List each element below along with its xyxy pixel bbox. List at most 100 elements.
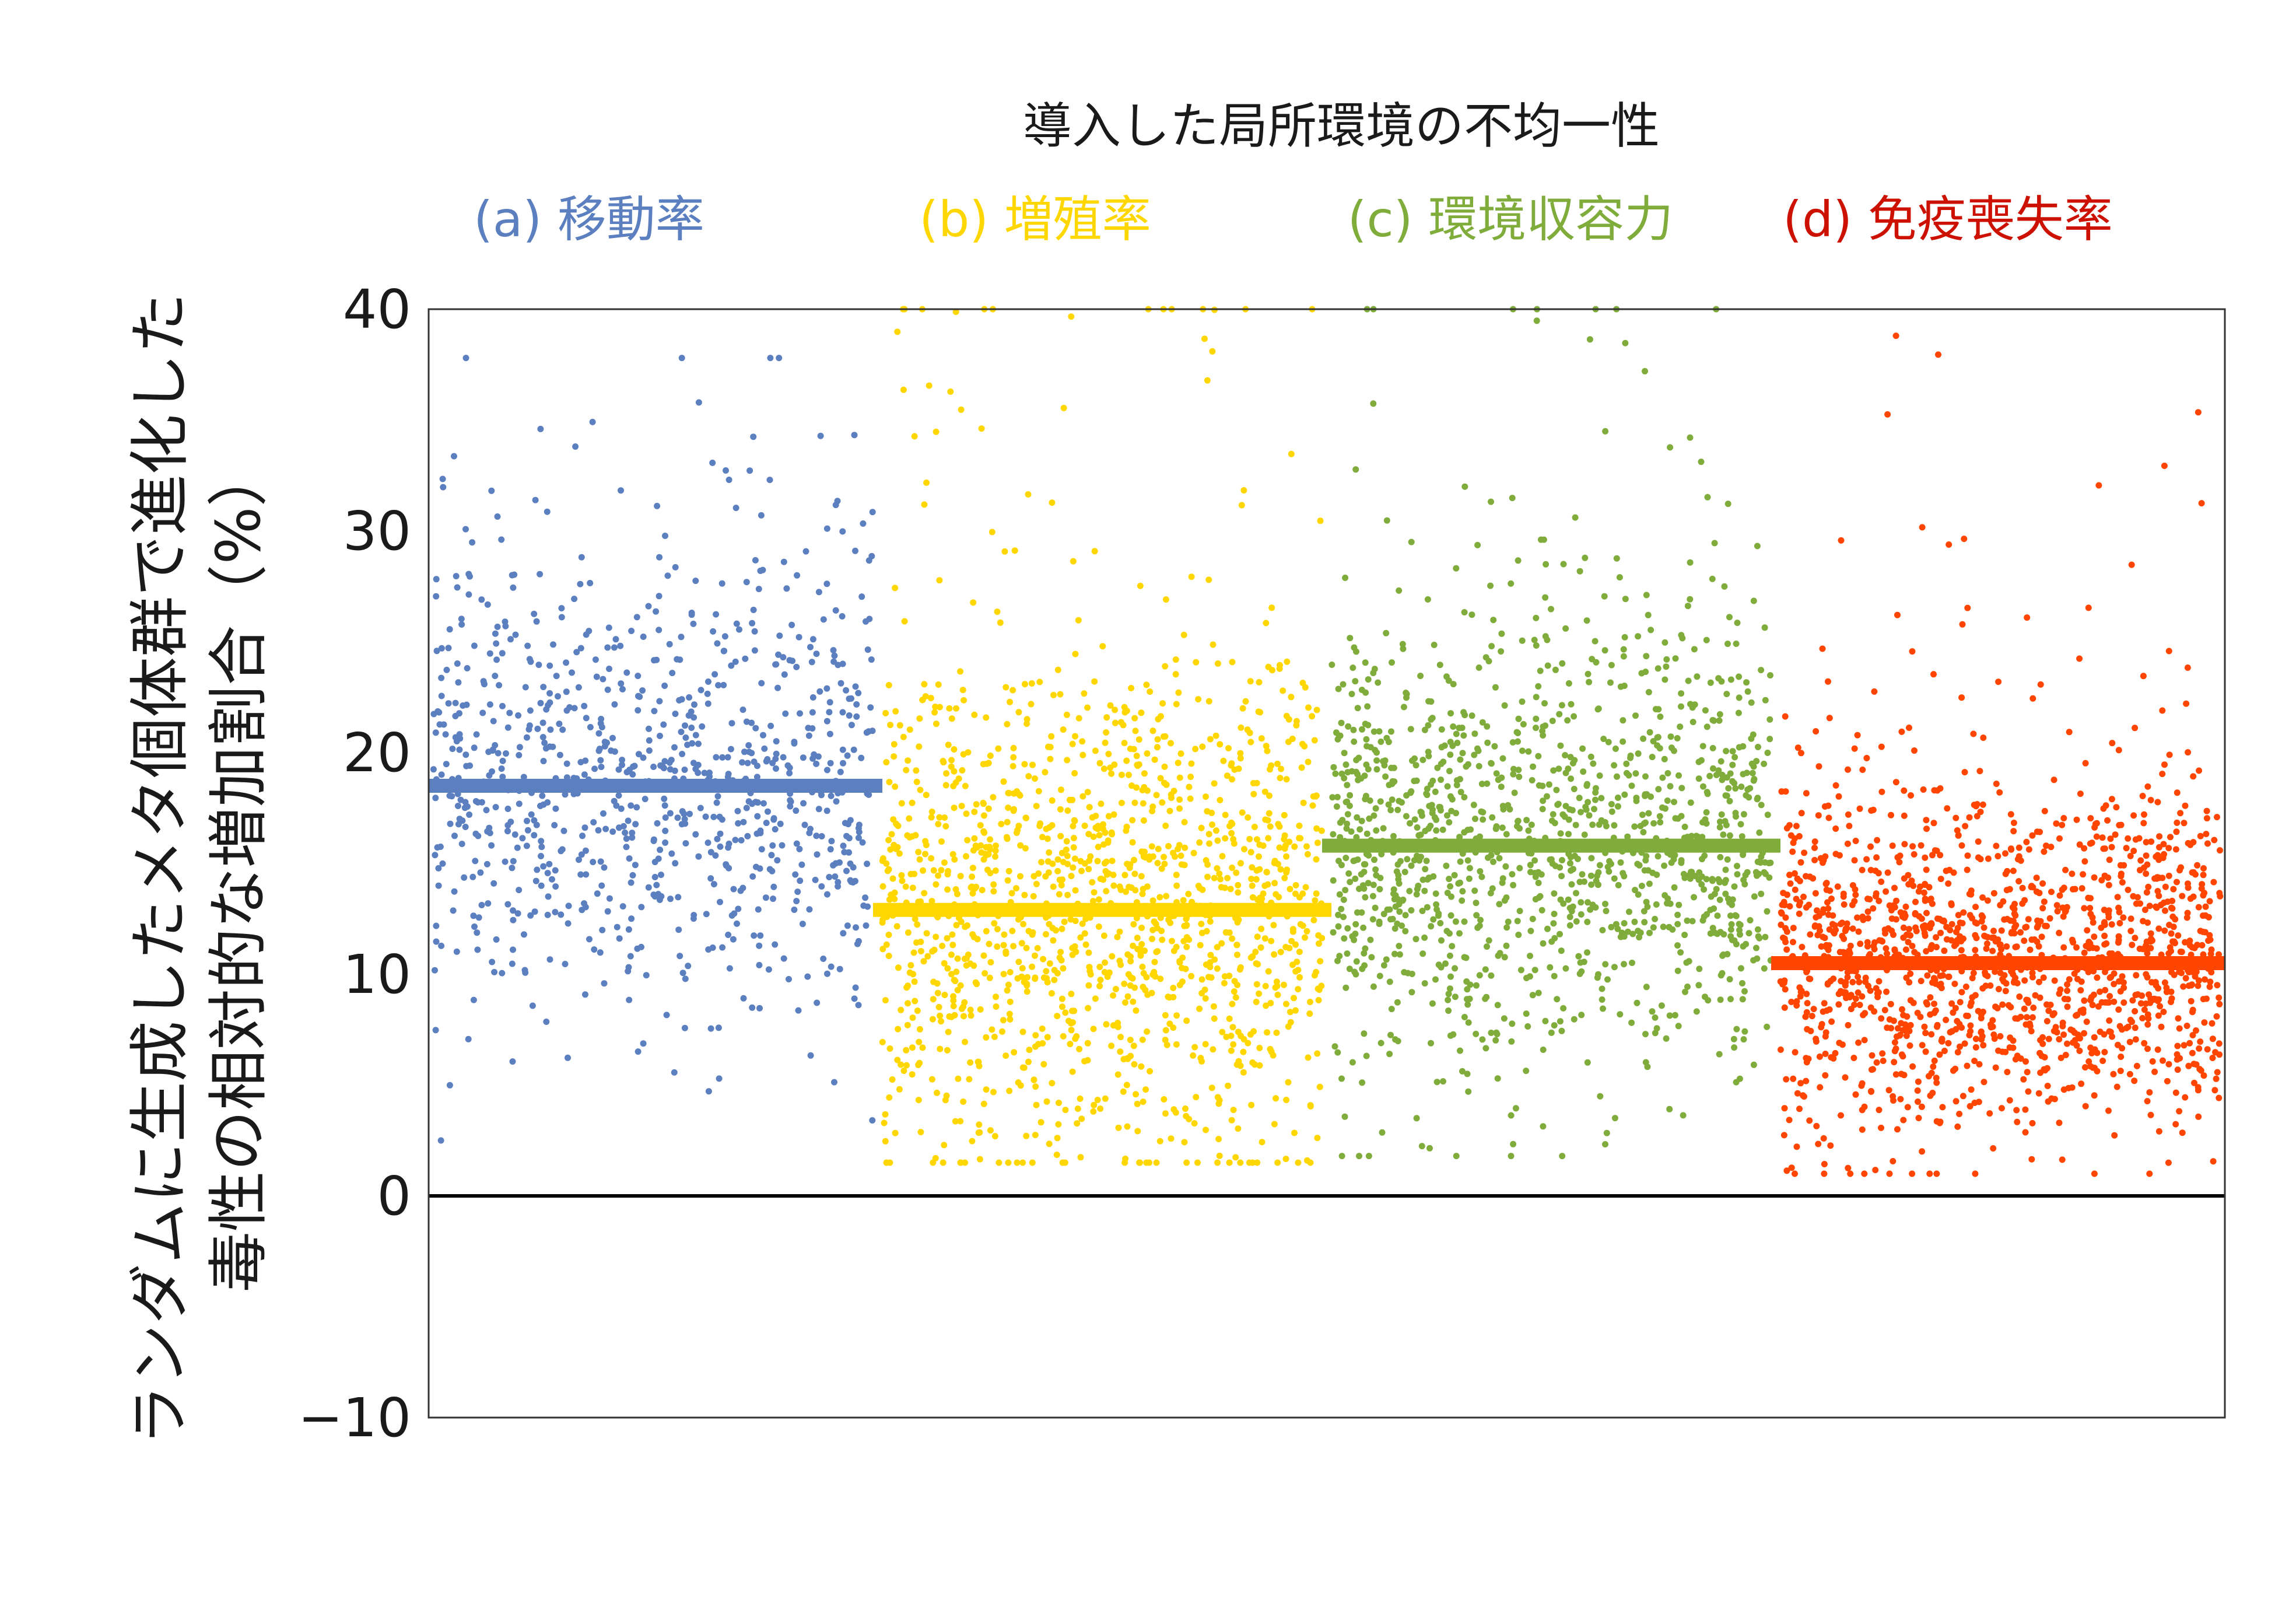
data-point	[2110, 1070, 2117, 1077]
data-point	[756, 961, 763, 968]
data-point	[1971, 1100, 1978, 1106]
data-point	[1496, 855, 1503, 862]
data-point	[1123, 823, 1130, 830]
data-point	[1039, 834, 1046, 841]
data-point	[959, 767, 966, 774]
data-point	[1081, 823, 1088, 829]
data-point	[623, 769, 630, 776]
data-point	[1984, 897, 1991, 904]
data-point	[794, 572, 801, 579]
data-point	[469, 873, 476, 880]
data-point	[1455, 880, 1462, 887]
data-point	[1931, 1000, 1937, 1007]
data-point	[1436, 803, 1443, 810]
data-point	[706, 773, 713, 780]
data-point	[1948, 1000, 1955, 1007]
data-point	[1053, 1152, 1060, 1158]
data-point	[2165, 950, 2172, 957]
data-point	[1048, 733, 1055, 740]
data-point	[1849, 925, 1856, 932]
data-point	[1063, 711, 1070, 718]
data-point	[957, 1118, 964, 1125]
data-point	[1652, 1030, 1659, 1037]
data-point	[852, 547, 858, 554]
data-point	[2051, 977, 2058, 984]
data-point	[1161, 763, 1168, 770]
data-point	[1348, 828, 1355, 835]
data-point	[1288, 937, 1295, 944]
data-point	[1162, 823, 1169, 830]
data-point	[1454, 740, 1461, 746]
data-point	[573, 649, 580, 656]
data-point	[1187, 774, 1194, 781]
data-point	[1217, 876, 1224, 883]
data-point	[629, 830, 636, 837]
data-point	[954, 955, 961, 962]
data-point	[1120, 1088, 1127, 1095]
data-point	[1585, 799, 1592, 806]
data-point	[987, 753, 994, 759]
data-point	[1862, 1010, 1869, 1017]
data-point	[1147, 1068, 1153, 1075]
data-point	[1266, 810, 1273, 817]
data-point	[553, 673, 560, 680]
data-point	[1820, 1008, 1827, 1015]
data-point	[1116, 957, 1123, 964]
data-point	[1214, 837, 1221, 844]
data-point	[2011, 905, 2018, 912]
data-point	[734, 920, 740, 927]
data-point	[1978, 1011, 1985, 1018]
data-point	[2161, 979, 2168, 986]
data-point	[577, 580, 584, 587]
data-point	[970, 933, 977, 940]
data-point	[1910, 883, 1917, 889]
data-point	[962, 923, 969, 930]
data-point	[1960, 909, 1967, 916]
data-point	[1010, 744, 1017, 751]
data-point	[1168, 795, 1175, 802]
data-point	[1570, 866, 1576, 873]
data-point	[1627, 754, 1634, 761]
data-point	[604, 686, 611, 693]
data-point	[1838, 1112, 1844, 1119]
data-point	[626, 855, 633, 862]
data-point	[443, 666, 450, 673]
data-point	[2174, 1042, 2181, 1049]
data-point	[1163, 893, 1170, 900]
data-point	[1338, 1153, 1345, 1160]
data-point	[1033, 803, 1040, 810]
data-point	[2089, 914, 2096, 921]
data-point	[2143, 870, 2150, 877]
data-point	[1385, 739, 1392, 746]
data-point	[628, 628, 635, 634]
data-point	[1796, 910, 1803, 917]
data-point	[774, 857, 781, 864]
data-point	[650, 764, 657, 770]
data-point	[537, 699, 544, 706]
data-point	[2160, 1057, 2166, 1064]
data-point	[515, 712, 522, 719]
data-point	[2197, 1038, 2204, 1045]
data-point	[2108, 844, 2115, 851]
data-point	[2100, 805, 2107, 812]
data-point	[1985, 855, 1992, 862]
data-point	[1901, 812, 1908, 819]
data-point	[719, 754, 726, 761]
data-point	[1678, 813, 1685, 820]
data-point	[1921, 1023, 1928, 1030]
data-point	[705, 678, 711, 685]
data-point	[629, 834, 636, 841]
data-point	[1255, 708, 1262, 715]
data-point	[503, 750, 509, 757]
data-point	[1266, 792, 1273, 799]
data-point	[1903, 1028, 1910, 1035]
data-point	[1932, 847, 1939, 854]
data-point	[442, 731, 449, 738]
data-point	[2141, 907, 2148, 914]
data-point	[1909, 943, 1916, 950]
data-point	[948, 757, 955, 764]
data-point	[724, 754, 731, 761]
data-point	[523, 842, 530, 849]
data-point	[661, 802, 668, 809]
data-point	[456, 746, 463, 753]
